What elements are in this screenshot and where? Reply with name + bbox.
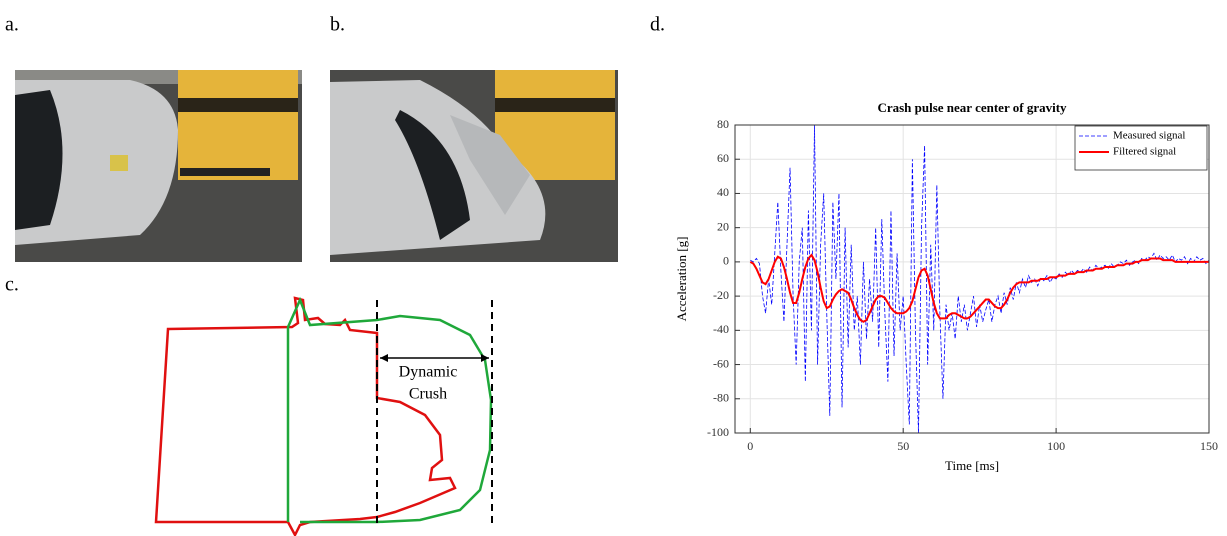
deformed-outline xyxy=(154,296,457,536)
chart: -100 -80 -60 -40 -20 0 20 40 60 80 0 50 100 150 Crash … xyxy=(674,100,1218,473)
y-tick-label: -80 xyxy=(713,391,729,405)
x-tick-label: 50 xyxy=(897,439,909,453)
y-tick-label: -20 xyxy=(713,288,729,302)
y-tick-label: 80 xyxy=(717,117,729,131)
crush-label: Dynamic xyxy=(399,364,458,381)
y-tick-label: 40 xyxy=(717,185,729,199)
legend-label: Filtered signal xyxy=(1113,146,1176,158)
crush-diagram xyxy=(154,296,493,536)
y-tick-label: -100 xyxy=(707,425,729,439)
y-tick-label: 0 xyxy=(723,254,729,268)
panel-label: a. xyxy=(5,14,19,36)
y-axis-label: Acceleration [g] xyxy=(674,237,689,322)
plot-frame xyxy=(734,124,1210,434)
crush-label: Crush xyxy=(409,386,447,403)
panel-label: c. xyxy=(5,274,19,296)
y-tick-label: -40 xyxy=(713,322,729,336)
original-outline xyxy=(286,296,493,524)
series-line xyxy=(749,253,1209,323)
panel-label: b. xyxy=(330,14,345,36)
chart-title: Crash pulse near center of gravity xyxy=(877,100,1067,115)
panel-label: d. xyxy=(650,14,665,36)
legend-label: Measured signal xyxy=(1113,130,1185,142)
x-tick-label: 100 xyxy=(1047,439,1065,453)
photo-before xyxy=(15,70,302,262)
legend-box xyxy=(1074,125,1208,171)
y-tick-label: -60 xyxy=(713,356,729,370)
y-tick-label: 60 xyxy=(717,151,729,165)
x-axis-label: Time [ms] xyxy=(945,458,999,473)
x-tick-label: 150 xyxy=(1200,439,1218,453)
x-tick-label: 0 xyxy=(747,439,753,453)
y-tick-label: 20 xyxy=(717,219,729,233)
plot-area xyxy=(735,125,1209,433)
series-line xyxy=(750,124,1210,434)
photo-after xyxy=(330,70,618,262)
